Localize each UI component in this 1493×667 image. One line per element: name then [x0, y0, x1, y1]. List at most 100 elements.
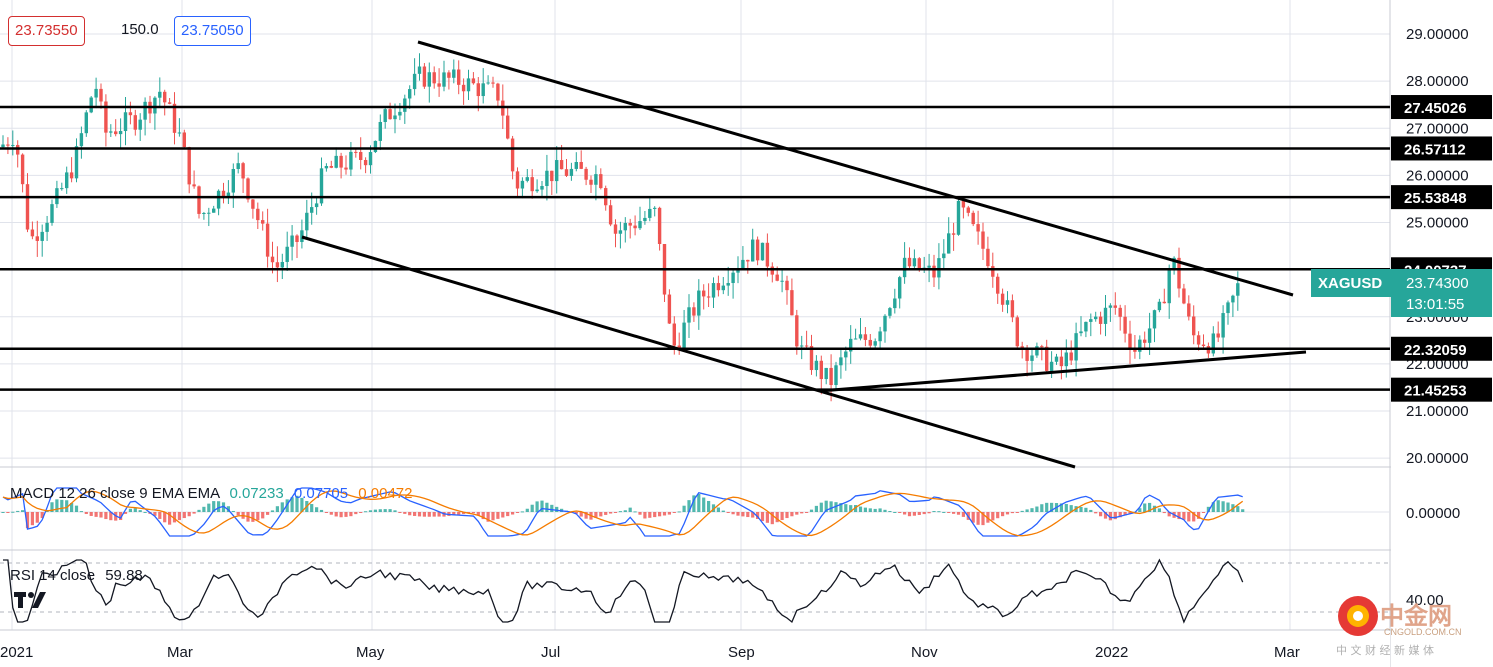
tradingview-logo-icon[interactable]: [12, 586, 48, 612]
time-axis[interactable]: 2021 Mar May Jul Sep Nov 2022 Mar: [0, 631, 1390, 667]
candle-body: [496, 83, 500, 101]
candle-body: [114, 131, 118, 135]
ask-price-box[interactable]: 23.75050: [174, 16, 251, 46]
candle-body: [770, 266, 774, 275]
candle-body: [1094, 316, 1098, 320]
candle-body: [334, 155, 338, 168]
time-tick-label: Mar: [167, 644, 193, 661]
candle-body: [300, 230, 304, 243]
candle-body: [981, 231, 985, 249]
level-tag-label: 22.32059: [1404, 342, 1467, 359]
macd-histogram-bar: [770, 512, 774, 525]
candle-body: [251, 199, 255, 209]
macd-histogram-bar: [417, 512, 422, 517]
macd-histogram-bar: [849, 505, 853, 512]
macd-histogram-bar: [1157, 508, 1161, 512]
candle-body: [917, 258, 921, 270]
candle-body: [123, 112, 128, 132]
candle-body: [393, 115, 397, 120]
macd-histogram-bar: [991, 512, 995, 521]
candle-body: [359, 151, 363, 160]
candle-body: [275, 262, 280, 268]
candle-body: [1152, 310, 1157, 329]
macd-histogram-bar: [907, 512, 912, 517]
macd-histogram-bar: [295, 495, 299, 512]
candle-body: [530, 177, 534, 192]
candle-body: [1, 144, 5, 148]
bid-price: 23.73550: [15, 22, 78, 39]
macd-histogram-bar: [329, 512, 333, 515]
candle-body: [682, 322, 686, 348]
candle-body: [1084, 321, 1088, 332]
macd-histogram-bar: [1, 512, 5, 513]
candle-body: [256, 208, 260, 221]
candle-body: [589, 179, 593, 185]
macd-histogram-bar: [270, 510, 275, 512]
macd-histogram-bar: [775, 512, 779, 523]
macd-histogram-bar: [133, 508, 137, 512]
candle-body: [403, 98, 407, 112]
candle-body: [1211, 333, 1215, 354]
macd-histogram-bar: [1177, 512, 1181, 520]
candle-body: [716, 283, 721, 291]
macd-histogram-bar: [94, 512, 98, 517]
candle-body: [564, 169, 569, 176]
level-tag-bg: [1391, 136, 1492, 161]
candle-body: [755, 239, 760, 261]
macd-histogram-bar: [368, 510, 373, 512]
macd-histogram-bar: [736, 512, 740, 516]
candle-body: [363, 159, 368, 166]
macd-histogram-bar: [711, 504, 716, 512]
macd-histogram-bar: [912, 512, 916, 516]
macd-histogram-bar: [422, 512, 426, 517]
macd-histogram-bar: [638, 512, 642, 515]
price-tick-label: 21.00000: [1406, 403, 1469, 420]
macd-histogram-bar: [1143, 503, 1147, 512]
candle-body: [795, 315, 799, 347]
macd-histogram-bar: [6, 512, 10, 513]
macd-histogram-bar: [300, 497, 304, 512]
macd-histogram-bar: [123, 512, 128, 514]
macd-histogram-bar: [677, 511, 681, 513]
candle-body: [25, 184, 30, 230]
candle-body: [765, 242, 770, 267]
candle-body: [711, 283, 716, 298]
candle-body: [991, 266, 995, 277]
macd-histogram-bar: [476, 512, 480, 516]
macd-histogram-bar: [143, 511, 147, 513]
macd-histogram-bar: [324, 512, 328, 513]
candle-body: [618, 230, 623, 234]
candle-body: [1236, 283, 1240, 296]
candle-body: [1196, 335, 1201, 345]
bid-price-box[interactable]: 23.73550: [8, 16, 85, 46]
macd-histogram-bar: [1030, 508, 1034, 512]
candle-body: [1167, 269, 1171, 304]
candle-body: [653, 207, 657, 209]
candle-body: [687, 307, 691, 323]
cngold-watermark: 中金网 CNGOLD.COM.CN 中 文 财 经 新 媒 体: [1336, 594, 1486, 660]
macd-histogram-bar: [613, 512, 618, 513]
candle-body: [241, 163, 245, 179]
candle-body: [408, 89, 412, 99]
macd-histogram-bar: [702, 497, 706, 512]
candle-body: [907, 257, 912, 267]
candle-body: [339, 155, 343, 168]
macd-histogram-bar: [413, 512, 417, 516]
candle-body: [819, 360, 823, 380]
candle-body: [550, 170, 554, 182]
candle-body: [1035, 346, 1039, 356]
candle-body: [976, 224, 980, 232]
candle-body: [349, 151, 353, 170]
candle-body: [1143, 339, 1147, 343]
macd-histogram-bar: [731, 512, 735, 515]
candle-body: [216, 190, 221, 209]
current-price-label: 23.74300: [1406, 275, 1469, 292]
candle-body: [702, 290, 706, 297]
candle-body: [584, 168, 588, 180]
macd-histogram-bar: [594, 512, 598, 518]
macd-histogram-bar: [197, 509, 201, 512]
candle-body: [270, 256, 275, 263]
candle-body: [192, 184, 196, 187]
macd-line: [2, 487, 1243, 537]
